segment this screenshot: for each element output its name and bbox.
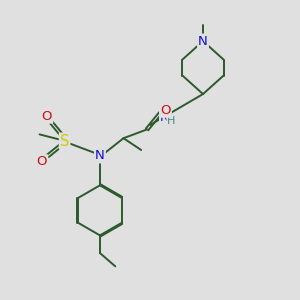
Text: S: S [60,134,69,149]
Text: H: H [167,116,176,126]
Text: O: O [42,110,52,123]
Text: N: N [198,34,208,48]
Text: N: N [95,149,105,162]
Text: O: O [37,155,47,168]
Text: N: N [160,111,169,124]
Text: O: O [160,104,171,117]
